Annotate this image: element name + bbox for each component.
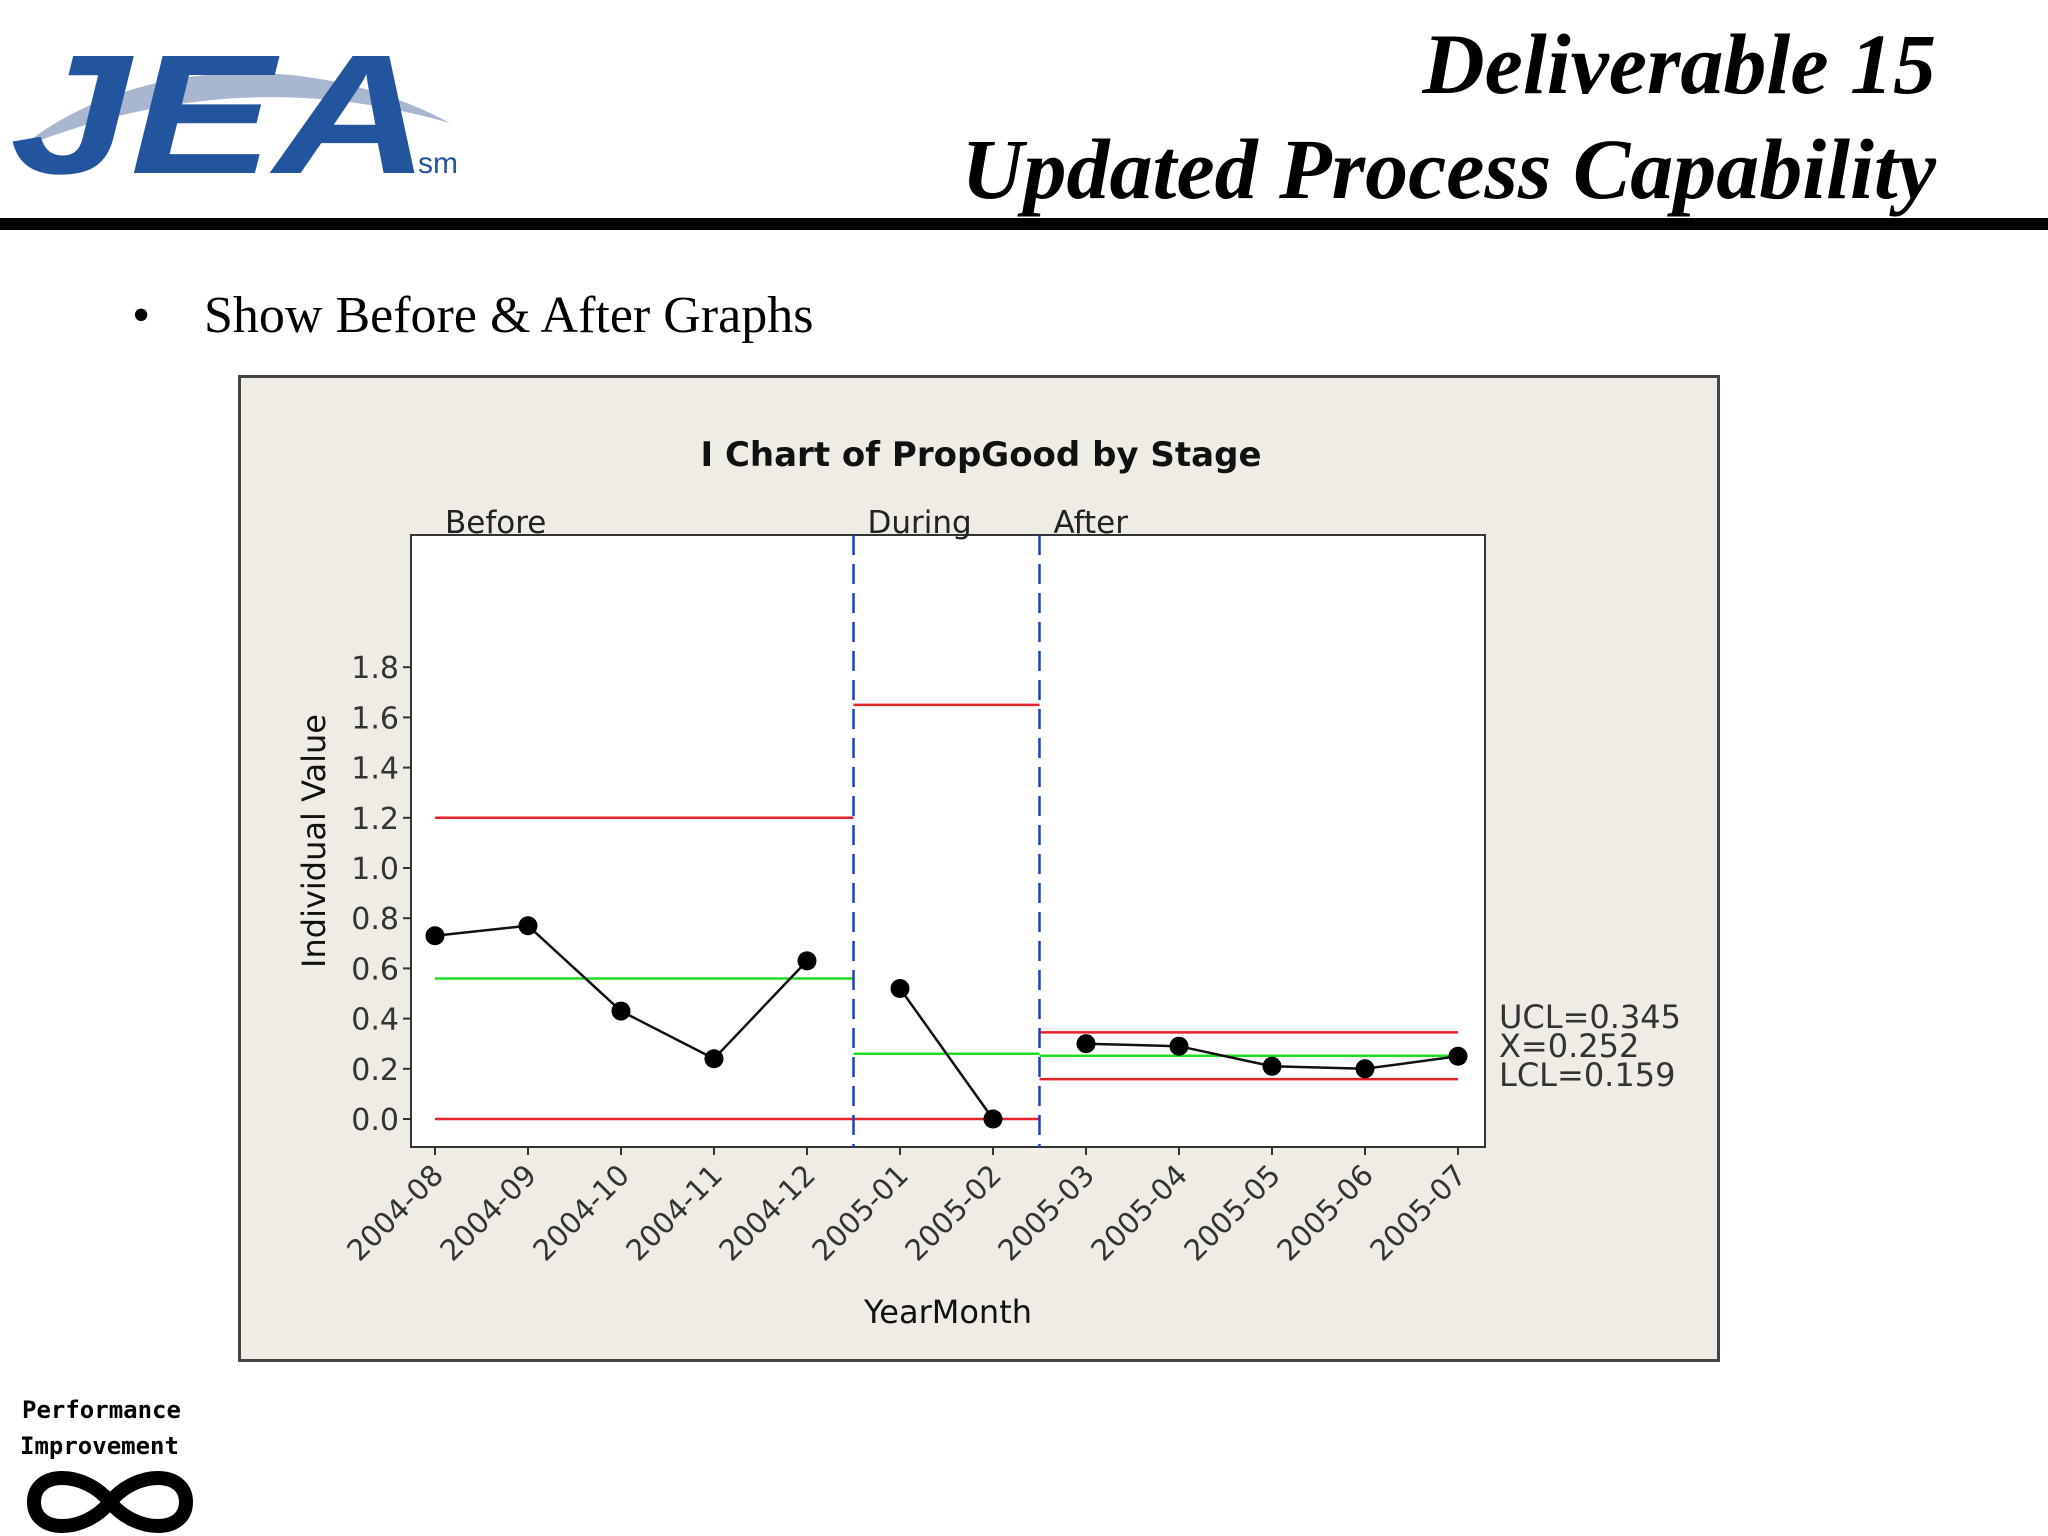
x-tick-label: 2005-06 (1270, 1158, 1380, 1268)
stage-label-during: During (868, 505, 972, 541)
y-tick-label: 0.2 (351, 1053, 399, 1088)
i-chart: I Chart of PropGood by Stage 0.0 0.2 0.4 0.6… (295, 435, 1681, 1331)
title-divider (0, 218, 2048, 230)
performance-improvement-logo: Performance Improvement (20, 1396, 194, 1533)
y-tick-label: 0.0 (351, 1103, 399, 1138)
jea-logo: JEA sm (10, 28, 458, 188)
bullet-text: Show Before & After Graphs (204, 287, 814, 344)
x-tick-label: 2005-04 (1084, 1158, 1194, 1268)
x-tick-label: 2005-02 (898, 1158, 1008, 1268)
data-point (890, 978, 910, 998)
y-tick-label: 1.4 (351, 752, 399, 787)
chart-panel: I Chart of PropGood by Stage 0.0 0.2 0.4 0.6… (238, 375, 1720, 1362)
y-tick-label: 1.8 (351, 651, 399, 686)
data-point (425, 926, 445, 946)
x-axis-label: YearMonth (863, 1293, 1032, 1331)
y-tick-label: 1.0 (351, 852, 399, 887)
slide-title-line1: Deliverable 15 (1422, 16, 1936, 112)
data-point (1355, 1059, 1375, 1079)
slide-title: Deliverable 15 Updated Process Capabilit… (961, 12, 1936, 222)
x-tick-label: 2005-03 (991, 1158, 1101, 1268)
data-point (1448, 1046, 1468, 1066)
data-point (704, 1049, 724, 1069)
limit-label: LCL=0.159 (1499, 1056, 1675, 1094)
y-tick-label: 0.6 (351, 952, 399, 987)
infinity-icon (26, 1471, 194, 1533)
data-point (1076, 1034, 1096, 1054)
stage-label-after: After (1054, 505, 1129, 541)
y-tick-label: 1.2 (351, 802, 399, 837)
data-point (518, 916, 538, 936)
x-tick-label: 2004-10 (526, 1158, 636, 1268)
bullet-item: • Show Before & After Graphs (132, 286, 813, 345)
y-tick-label: 0.4 (351, 1003, 399, 1038)
x-tick-label: 2004-09 (433, 1158, 543, 1268)
logo-swoosh (20, 72, 450, 148)
pi-logo-line1: Performance (22, 1396, 181, 1424)
limit-label: X=0.252 (1499, 1027, 1639, 1065)
limit-label: UCL=0.345 (1499, 998, 1681, 1036)
x-tick-label: 2004-08 (340, 1158, 450, 1268)
x-tick-label: 2004-12 (712, 1158, 822, 1268)
x-tick-label: 2005-05 (1177, 1158, 1287, 1268)
x-tick-label: 2005-01 (805, 1158, 915, 1268)
x-tick-label: 2005-07 (1363, 1158, 1473, 1268)
data-line-during (898, 987, 995, 1120)
stage-label-before: Before (445, 505, 546, 541)
data-point (1169, 1036, 1189, 1056)
bullet-dot: • (132, 287, 151, 344)
chart-title: I Chart of PropGood by Stage (700, 435, 1261, 475)
data-point (983, 1109, 1003, 1129)
data-point (611, 1001, 631, 1021)
y-axis-label: Individual Value (295, 714, 333, 968)
data-point (797, 951, 817, 971)
logo-wordmark: JEA (10, 28, 430, 188)
logo-service-mark: sm (418, 147, 458, 180)
plot-area (410, 534, 1486, 1148)
pi-logo-line2: Improvement (20, 1432, 179, 1460)
data-point (1262, 1056, 1282, 1076)
y-tick-label: 1.6 (351, 701, 399, 736)
x-tick-label: 2004-11 (619, 1158, 729, 1268)
slide-title-line2: Updated Process Capability (961, 121, 1936, 217)
y-tick-label: 0.8 (351, 902, 399, 937)
